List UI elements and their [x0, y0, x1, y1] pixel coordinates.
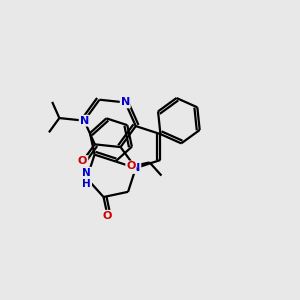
Text: O: O	[126, 161, 136, 171]
Text: O: O	[78, 156, 87, 166]
Text: O: O	[103, 211, 112, 221]
Text: N: N	[121, 98, 130, 107]
Text: N
H: N H	[82, 168, 91, 189]
Text: N: N	[80, 116, 89, 126]
Text: N: N	[131, 163, 140, 173]
